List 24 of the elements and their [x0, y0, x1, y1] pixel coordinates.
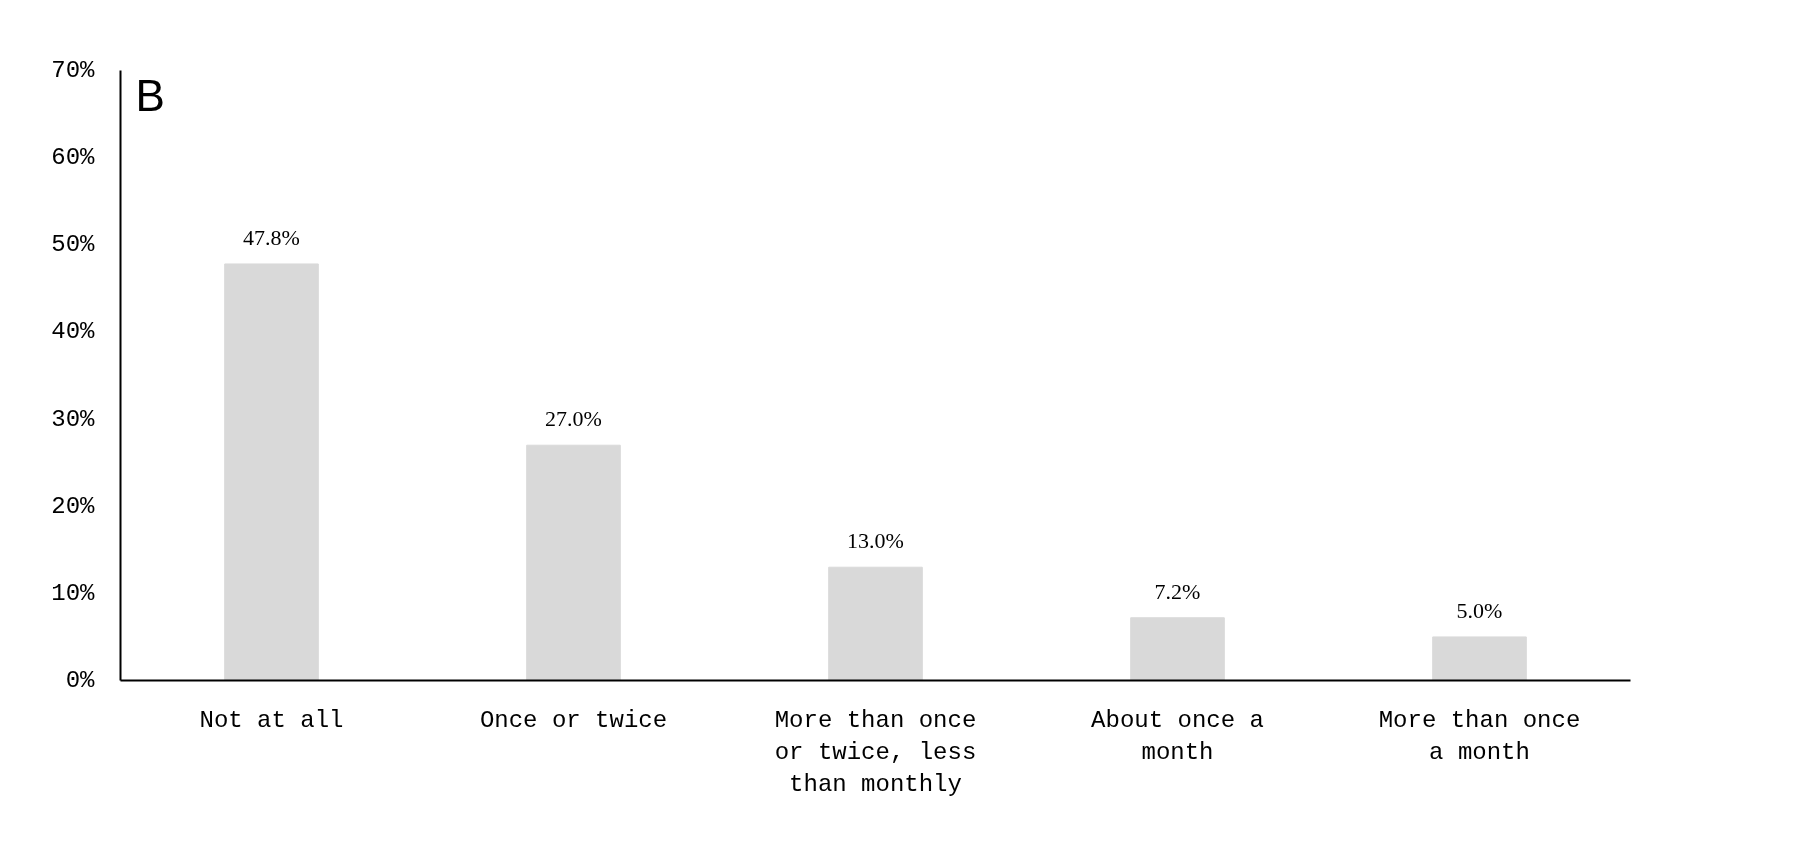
data-label: 5.0% [1456, 597, 1503, 623]
x-tick-label: Not at all [199, 706, 344, 734]
y-tick-label: 50% [51, 231, 96, 259]
y-tick-label: 60% [51, 144, 96, 172]
y-tick-label: 10% [51, 579, 96, 607]
bar [1130, 617, 1225, 681]
y-tick-label: 40% [51, 318, 96, 346]
chart-title: B [135, 70, 165, 120]
y-tick-label: 0% [65, 667, 96, 694]
y-tick-label: 70% [51, 57, 96, 84]
bar [828, 566, 923, 681]
bar [526, 444, 621, 681]
bar [224, 263, 319, 681]
y-tick-label: 30% [51, 405, 96, 433]
y-tick-label: 20% [51, 492, 96, 520]
data-label: 27.0% [545, 406, 602, 432]
x-tick-label: More than once a month [1378, 706, 1581, 766]
bar [1432, 636, 1527, 681]
x-tick-label: About once a month [1091, 706, 1264, 766]
data-label: 13.0% [847, 528, 904, 554]
x-tick-label: More than once or twice, less than monthly [774, 706, 977, 799]
x-tick-label: Once or twice [479, 706, 668, 734]
data-label: 7.2% [1154, 578, 1201, 604]
data-label: 47.8% [243, 224, 300, 250]
